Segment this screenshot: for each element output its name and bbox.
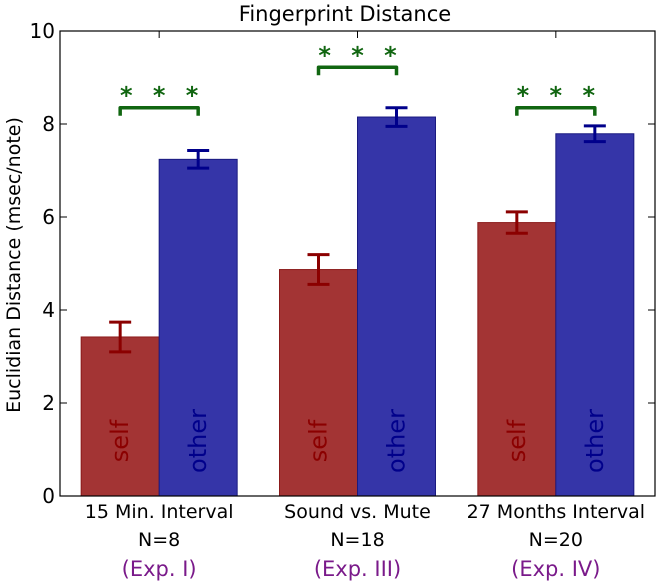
y-axis-label: Euclidian Distance (msec/note): [3, 117, 25, 413]
plot-area: 0 2 4 6 8 10 self self self other other other * * * *…: [30, 19, 655, 581]
bar-label-self: self: [503, 419, 531, 462]
significance-stars: * * *: [120, 82, 204, 110]
y-tick-label: 4: [42, 298, 55, 322]
bar-self: [477, 222, 557, 497]
sample-size-label: N=8: [138, 529, 180, 551]
bar-label-other: other: [383, 409, 411, 473]
chart-title: Fingerprint Distance: [239, 2, 451, 26]
category-label: Sound vs. Mute: [284, 501, 431, 523]
bar-label-other: other: [184, 409, 212, 473]
y-tick-label: 10: [30, 19, 55, 43]
bar-other: [555, 133, 635, 497]
experiment-label: (Exp. I): [122, 557, 197, 581]
sample-size-label: N=18: [330, 529, 384, 551]
significance-stars: * * *: [318, 41, 402, 69]
bar-other: [158, 158, 238, 497]
plot-frame: [59, 30, 656, 497]
bar-label-self: self: [305, 419, 333, 462]
y-tick-label: 0: [42, 484, 55, 508]
significance-bracket: [118, 105, 200, 116]
significance-bracket: [316, 65, 399, 76]
bar-label-other: other: [581, 409, 609, 473]
significance-bracket: [515, 105, 597, 116]
y-tick-label: 6: [42, 205, 55, 229]
bar-label-self: self: [106, 419, 134, 462]
category-label: 27 Months Interval: [467, 501, 645, 523]
experiment-label: (Exp. IV): [511, 557, 600, 581]
y-tick-label: 8: [42, 112, 55, 136]
category-label: 15 Min. Interval: [85, 501, 234, 523]
y-tick-label: 2: [42, 391, 55, 415]
experiment-label: (Exp. III): [314, 557, 401, 581]
bar-self: [80, 336, 160, 497]
significance-stars: * * *: [517, 82, 601, 110]
sample-size-label: N=20: [529, 529, 583, 551]
